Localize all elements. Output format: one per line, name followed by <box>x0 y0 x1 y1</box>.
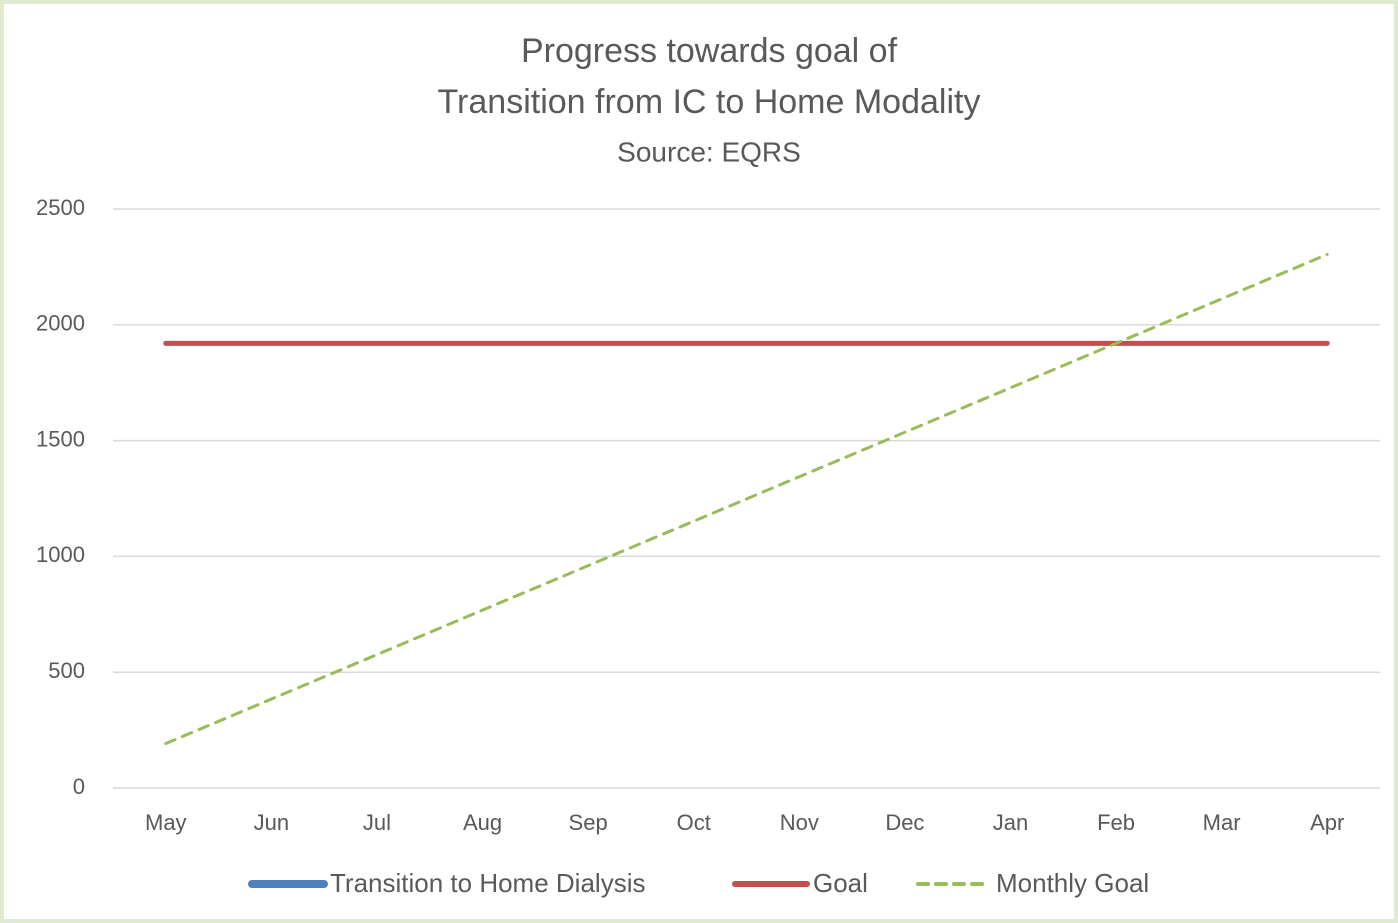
x-tick-label: Jan <box>993 810 1028 835</box>
y-tick-label: 2500 <box>36 195 85 220</box>
x-tick-label: Oct <box>677 810 711 835</box>
x-tick-label: Jul <box>363 810 391 835</box>
x-tick-label: Apr <box>1310 810 1344 835</box>
legend-label: Transition to Home Dialysis <box>330 868 645 898</box>
y-tick-label: 500 <box>48 658 85 683</box>
legend-label: Goal <box>813 868 868 898</box>
y-tick-label: 2000 <box>36 311 85 336</box>
x-tick-label: Aug <box>463 810 502 835</box>
chart-title: Progress towards goal of <box>521 32 898 70</box>
chart-title: Transition from IC to Home Modality <box>438 83 981 121</box>
series-line <box>164 252 1329 746</box>
y-tick-label: 1000 <box>36 542 85 567</box>
x-tick-label: Sep <box>569 810 608 835</box>
x-tick-label: Jun <box>254 810 289 835</box>
x-tick-label: Mar <box>1203 810 1241 835</box>
y-tick-label: 1500 <box>36 426 85 451</box>
y-tick-label: 0 <box>73 774 85 799</box>
x-tick-label: Nov <box>780 810 819 835</box>
x-tick-label: Dec <box>885 810 924 835</box>
legend-label: Monthly Goal <box>996 868 1149 898</box>
x-tick-label: Feb <box>1097 810 1135 835</box>
x-tick-label: May <box>145 810 187 835</box>
chart-subtitle: Source: EQRS <box>617 136 801 167</box>
